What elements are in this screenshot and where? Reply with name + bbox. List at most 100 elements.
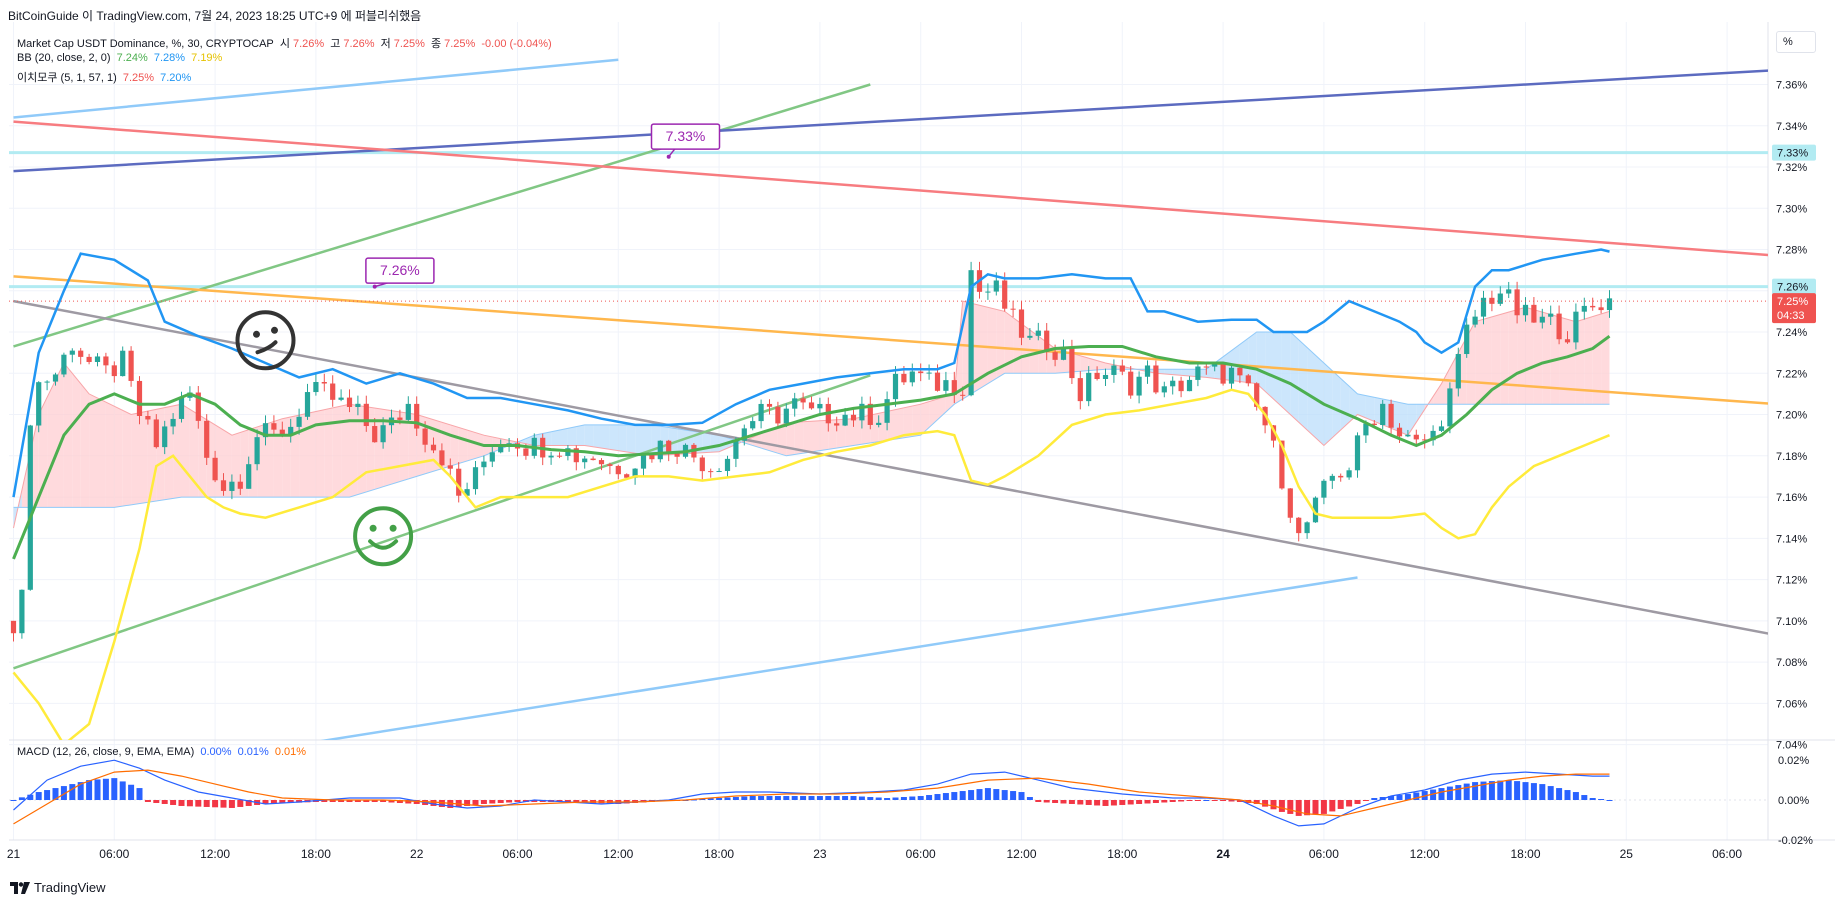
macd-histogram-bar	[464, 800, 471, 806]
cloud-segment	[903, 406, 913, 438]
candle-body	[162, 426, 168, 448]
cloud-segment	[131, 412, 140, 505]
bb-legend[interactable]: BB (20, close, 2, 0) 7.24% 7.28% 7.19%	[17, 52, 225, 64]
time-tick-label: 12:00	[1410, 847, 1440, 861]
candle-body	[170, 418, 176, 427]
candle-body	[573, 448, 579, 463]
macd-histogram-bar	[354, 800, 361, 802]
macd-histogram-bar	[1572, 792, 1579, 800]
macd-histogram-bar	[758, 796, 765, 800]
cloud-segment	[1273, 332, 1282, 407]
candle-body	[1304, 522, 1310, 534]
macd-legend[interactable]: MACD (12, 26, close, 9, EMA, EMA) 0.00% …	[17, 746, 309, 758]
candle-body	[817, 403, 823, 409]
candle-body	[666, 440, 672, 454]
footer-brand-text[interactable]: TradingView	[34, 880, 106, 895]
price-tick-label: 7.22%	[1776, 368, 1807, 380]
cloud-segment	[89, 393, 98, 508]
macd-histogram-bar	[371, 800, 378, 802]
macd-histogram-bar	[766, 796, 773, 800]
candle-body	[1472, 316, 1478, 325]
macd-histogram-bar	[480, 800, 487, 804]
candle-body	[1027, 335, 1033, 338]
cloud-segment	[139, 411, 148, 504]
candle-body	[1102, 374, 1109, 379]
candle-body	[330, 383, 336, 400]
price-label-badge	[1772, 293, 1816, 324]
trendline-gray	[13, 299, 1768, 635]
macd-histogram-bar	[1220, 800, 1227, 801]
candle-body	[850, 414, 857, 421]
macd-histogram-bar	[94, 779, 101, 800]
macd-histogram-bar	[178, 800, 185, 806]
macd-label: MACD (12, 26, close, 9, EMA, EMA)	[17, 746, 195, 758]
macd-histogram-bar	[1228, 800, 1235, 802]
candle-body	[1052, 352, 1058, 360]
cloud-segment	[920, 401, 930, 436]
candle-body	[1203, 366, 1209, 368]
cloud-segment	[105, 402, 115, 508]
candle-body	[145, 415, 151, 420]
macd-histogram-bar	[1186, 800, 1193, 801]
cloud-segment	[1584, 316, 1593, 405]
macd-histogram-bar	[69, 784, 76, 800]
candle-body	[926, 372, 932, 374]
cloud-segment	[710, 433, 720, 453]
symbol-title[interactable]: Market Cap USDT Dominance, %, 30, CRYPTO…	[17, 38, 274, 50]
macd-histogram-bar	[1161, 800, 1168, 803]
macd-histogram-bar	[60, 786, 67, 800]
percent-scale-button[interactable]: %	[1776, 31, 1816, 53]
candle-body	[523, 448, 529, 456]
macd-histogram-bar	[296, 800, 303, 803]
candle-body	[750, 421, 756, 429]
ichimoku-legend[interactable]: 이치모쿠 (5, 1, 57, 1) 7.25% 7.20%	[17, 69, 194, 85]
macd-histogram-bar	[1052, 800, 1059, 803]
macd-histogram-bar	[77, 782, 84, 800]
candle-body	[741, 428, 747, 441]
candle-body	[229, 481, 235, 491]
trendline-light-blue-upper	[13, 58, 619, 119]
macd-histogram-bar	[774, 796, 781, 800]
candle-body	[792, 398, 798, 409]
macd-histogram-bar	[1270, 800, 1277, 810]
cloud-segment	[609, 424, 619, 451]
macd-histogram-bar	[732, 797, 739, 800]
macd-histogram-bar	[1010, 791, 1017, 800]
price-tick-label: 7.30%	[1776, 203, 1807, 215]
candle-body	[632, 468, 638, 478]
cloud-segment	[299, 413, 308, 498]
cloud-segment	[1307, 347, 1316, 438]
candle-body	[834, 423, 840, 426]
macd-histogram-bar	[1472, 782, 1479, 800]
macd-histogram-bar	[581, 800, 588, 803]
cloud-segment	[567, 426, 577, 446]
cloud-segment	[450, 424, 459, 467]
cloud-segment	[601, 424, 610, 450]
publish-line: BitCoinGuide 이 TradingView.com, 7월 24, 2…	[8, 9, 422, 23]
cloud-segment	[895, 407, 904, 440]
macd-histogram-bar	[27, 794, 34, 800]
macd-histogram-bar	[1295, 800, 1302, 816]
cloud-segment	[761, 430, 770, 451]
time-tick-label: 18:00	[301, 847, 331, 861]
ichimoku-label: 이치모쿠 (5, 1, 57, 1)	[17, 72, 117, 84]
candle-body	[1018, 309, 1025, 338]
candle-body	[1455, 354, 1461, 389]
candle-body	[1144, 365, 1151, 377]
macd-histogram-bar	[1026, 797, 1033, 800]
cloud-segment	[72, 373, 81, 508]
macd-histogram-bar	[707, 798, 714, 800]
candle-body	[1312, 497, 1319, 523]
macd-histogram-bar	[35, 792, 42, 800]
price-callout: 7.26%	[365, 257, 435, 289]
macd-histogram-bar	[1354, 800, 1361, 804]
cloud-segment	[1088, 358, 1098, 371]
candle-body	[103, 356, 109, 366]
time-tick-label: 12:00	[603, 847, 633, 861]
price-label-countdown: 04:33	[1777, 310, 1805, 322]
macd-histogram-bar	[1043, 800, 1050, 803]
cloud-segment	[626, 424, 636, 454]
candle-body	[1371, 423, 1377, 426]
macd-histogram-bar	[1530, 783, 1537, 800]
